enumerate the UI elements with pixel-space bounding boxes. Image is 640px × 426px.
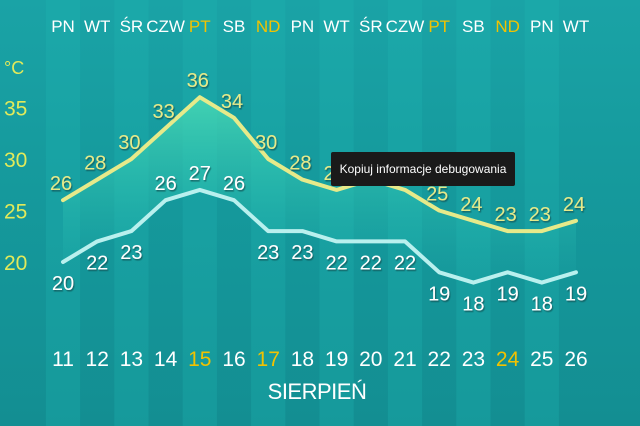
low-temp-data-label: 26	[223, 173, 245, 195]
low-temp-data-label: 20	[52, 273, 74, 295]
high-temp-data-label: 23	[529, 204, 551, 226]
low-temperature-line	[61, 187, 578, 285]
low-temp-data-label: 23	[291, 242, 313, 264]
date-label: 19	[325, 348, 348, 371]
y-tick-label: 20	[4, 252, 27, 275]
weekday-label: PN	[530, 17, 554, 36]
day-column-band	[182, 0, 217, 426]
date-label: 16	[222, 348, 245, 371]
date-label: 18	[291, 348, 314, 371]
weekday-label: ŚR	[120, 17, 144, 36]
date-label: 25	[530, 348, 553, 371]
debug-tooltip[interactable]: Kopiuj informacje debugowania	[331, 152, 515, 186]
day-column-band	[524, 0, 559, 426]
low-temp-data-label: 22	[394, 252, 416, 274]
weekday-label: PT	[428, 17, 450, 36]
low-temp-data-label: 19	[565, 283, 587, 305]
weekday-label: SB	[223, 17, 246, 36]
low-temp-data-label: 23	[257, 242, 279, 264]
high-temp-data-label: 30	[255, 132, 277, 154]
weekday-label: ND	[256, 17, 281, 36]
day-column-band	[456, 0, 491, 426]
low-temp-data-label: 19	[428, 283, 450, 305]
high-temp-data-label: 25	[426, 184, 448, 206]
high-temp-data-label: 24	[563, 194, 585, 216]
date-label: 20	[359, 348, 382, 371]
low-temp-data-label: 18	[462, 294, 484, 316]
weekday-label: ND	[495, 17, 520, 36]
weekday-label: WT	[563, 17, 589, 36]
low-temp-data-label: 27	[189, 163, 211, 185]
weekday-label: WT	[84, 17, 110, 36]
high-temp-data-label: 33	[152, 101, 174, 123]
date-label: 24	[496, 348, 520, 371]
date-label: 21	[393, 348, 416, 371]
low-temp-data-label: 26	[154, 173, 176, 195]
low-temp-data-label: 22	[86, 252, 108, 274]
tooltip-text: Kopiuj informacje debugowania	[339, 162, 507, 176]
y-tick-label: 30	[4, 149, 27, 172]
date-label: 26	[564, 348, 587, 371]
weekday-label: PN	[291, 17, 315, 36]
date-label: 14	[154, 348, 178, 371]
low-temp-data-label: 22	[325, 252, 347, 274]
weekday-label: SB	[462, 17, 485, 36]
high-temp-data-label: 26	[50, 173, 72, 195]
high-temperature-line	[61, 95, 578, 234]
high-temp-data-label: 28	[289, 153, 311, 175]
y-tick-label: 25	[4, 201, 27, 224]
date-label: 11	[52, 348, 74, 371]
high-temp-data-label: 36	[187, 70, 209, 92]
y-axis-unit-label: °C	[4, 58, 24, 78]
weekday-label: CZW	[146, 17, 185, 36]
high-temp-data-label: 28	[84, 153, 106, 175]
low-temp-data-label: 18	[531, 294, 553, 316]
date-label: 12	[86, 348, 109, 371]
high-temp-data-label: 34	[221, 91, 243, 113]
date-label: 23	[462, 348, 485, 371]
weekday-label: CZW	[386, 17, 425, 36]
low-temp-data-label: 22	[360, 252, 382, 274]
low-temp-data-label: 23	[120, 242, 142, 264]
weekday-label: PT	[189, 17, 211, 36]
weekday-label: ŚR	[359, 17, 383, 36]
low-temp-data-label: 19	[496, 283, 518, 305]
date-label: 22	[428, 348, 451, 371]
high-temp-data-label: 30	[118, 132, 140, 154]
month-label-container: SIERPIEŃ	[0, 379, 640, 405]
date-label: 15	[188, 348, 211, 371]
date-label: 17	[257, 348, 280, 371]
date-label: 13	[120, 348, 143, 371]
weekday-label: PN	[51, 17, 75, 36]
y-tick-label: 35	[4, 98, 27, 121]
high-temp-data-label: 23	[494, 204, 516, 226]
month-label: SIERPIEŃ	[267, 379, 367, 404]
high-temp-data-label: 24	[460, 194, 482, 216]
temperature-range-area	[63, 97, 576, 283]
weekday-label: WT	[323, 17, 349, 36]
